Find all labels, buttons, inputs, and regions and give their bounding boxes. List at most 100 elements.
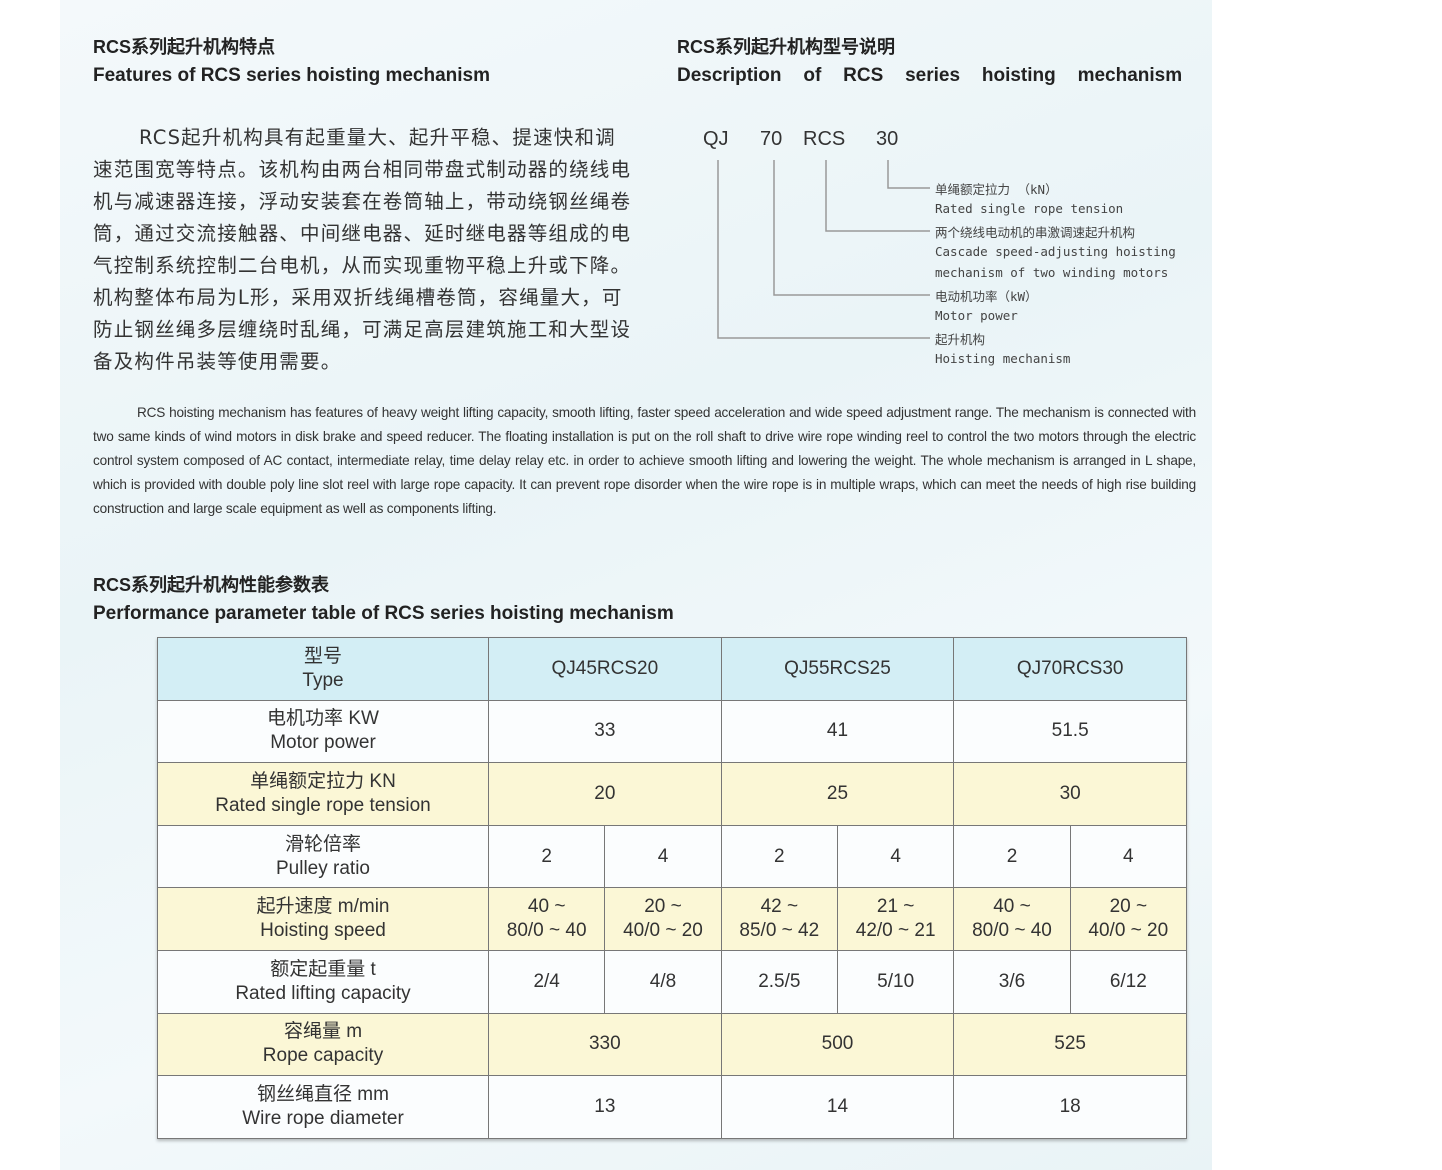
leader-line-tension (887, 160, 930, 189)
row-label: 钢丝绳直径 mm Wire rope diameter (157, 1075, 489, 1139)
label-qj-cn: 起升机构 (935, 332, 986, 347)
table-cell: 14 (720, 1075, 955, 1139)
table-row-lifting-capacity: 额定起重量 t Rated lifting capacity 2/4 4/8 2.… (157, 949, 1188, 1014)
label-en: Type (302, 669, 344, 691)
speed-line-2: 40/0 ~ 20 (1088, 920, 1169, 942)
code-part-power: 70 (760, 128, 783, 150)
speed-line-1: 40 ~ (993, 896, 1031, 918)
label-qj-en: Hoisting mechanism (935, 351, 1071, 366)
row-label: 额定起重量 t Rated lifting capacity (157, 949, 489, 1014)
table-cell: 6/12 (1069, 949, 1188, 1014)
table-cell: 4 (836, 824, 955, 889)
table-row-rope-tension: 单绳额定拉力 KN Rated single rope tension 20 25… (157, 762, 1187, 826)
table-cell: 2 (487, 824, 606, 889)
label-en: Motor power (270, 732, 376, 754)
speed-line-1: 40 ~ (527, 896, 566, 918)
speed-line-1: 20 ~ (1109, 896, 1148, 918)
label-en: Rope capacity (262, 1045, 384, 1067)
table-cell: 51.5 (953, 699, 1187, 764)
speed-line-2: 40/0 ~ 20 (623, 920, 703, 942)
header-model: QJ45RCS20 (488, 637, 722, 701)
label-cn: 电机功率 KW (267, 708, 379, 730)
label-en: Rated lifting capacity (235, 982, 411, 1004)
label-cn: 容绳量 m (283, 1021, 363, 1043)
features-title-en: Features of RCS series hoisting mechanis… (93, 65, 491, 86)
table-title-cn: RCS系列起升机构性能参数表 (93, 575, 330, 595)
label-cn: 滑轮倍率 (284, 833, 361, 855)
label-power-en: Motor power (935, 308, 1018, 323)
table-cell: 2 (720, 824, 838, 889)
leader-line-qj (717, 160, 930, 339)
description-title-cn: RCS系列起升机构型号说明 (677, 37, 896, 57)
header-label: 型号 Type (157, 637, 489, 701)
label-cn: 起升速度 m/min (256, 896, 390, 918)
label-rcs-en-2: mechanism of two winding motors (935, 265, 1169, 280)
header-model: QJ55RCS25 (720, 637, 955, 701)
table-cell: 41 (720, 699, 955, 764)
label-en: Pulley ratio (276, 857, 370, 879)
speed-line-2: 85/0 ~ 42 (739, 920, 820, 942)
table-cell: 33 (488, 699, 722, 764)
table-cell: 4/8 (604, 949, 722, 1014)
label-cn: 额定起重量 t (270, 958, 376, 980)
performance-table: 型号 Type QJ45RCS20 QJ55RCS25 QJ70RCS30 电机功… (157, 637, 1188, 1139)
code-part-rcs: RCS (803, 128, 846, 150)
table-cell: 42 ~85/0 ~ 42 (720, 887, 838, 951)
table-cell: 20 ~40/0 ~ 20 (604, 887, 722, 951)
label-cn: 型号 (303, 645, 342, 667)
label-cn: 钢丝绳直径 mm (257, 1083, 389, 1105)
table-cell: 5/10 (836, 949, 955, 1014)
row-label: 单绳额定拉力 KN Rated single rope tension (157, 762, 489, 826)
table-cell: 4 (604, 824, 722, 889)
speed-line-2: 42/0 ~ 21 (855, 920, 936, 942)
speed-line-2: 80/0 ~ 40 (972, 920, 1052, 942)
table-cell: 20 ~40/0 ~ 20 (1069, 887, 1188, 951)
table-row-hoisting-speed: 起升速度 m/min Hoisting speed 40 ~80/0 ~ 40 2… (157, 887, 1188, 951)
table-cell: 3/6 (953, 949, 1071, 1014)
table-cell: 2/4 (487, 949, 606, 1014)
features-paragraph-en: RCS hoisting mechanism has features of h… (93, 405, 1196, 516)
row-label: 容绳量 m Rope capacity (157, 1012, 489, 1077)
table-row-wire-rope-diameter: 钢丝绳直径 mm Wire rope diameter 13 14 18 (157, 1075, 1187, 1139)
label-rcs-en-1: Cascade speed-adjusting hoisting (935, 244, 1176, 259)
row-label: 起升速度 m/min Hoisting speed (157, 887, 489, 951)
diagram-leader-lines (717, 160, 930, 339)
label-tension-en: Rated single rope tension (935, 201, 1124, 216)
table-cell: 20 (488, 762, 722, 826)
label-cn: 单绳额定拉力 KN (250, 770, 396, 792)
table-row-pulley-ratio: 滑轮倍率 Pulley ratio 2 4 2 4 2 4 (157, 824, 1188, 889)
row-label: 电机功率 KW Motor power (157, 699, 489, 764)
leader-line-rcs (825, 160, 930, 232)
table-row-motor-power: 电机功率 KW Motor power 33 41 51.5 (157, 699, 1187, 764)
label-en: Rated single rope tension (215, 794, 431, 816)
table-cell: 2 (953, 824, 1071, 889)
table-cell: 18 (953, 1075, 1187, 1139)
leader-line-power (773, 160, 930, 296)
description-title-en: Description of RCS series hoisting mecha… (677, 65, 1183, 86)
speed-line-1: 21 ~ (876, 896, 915, 918)
table-cell: 525 (953, 1012, 1187, 1077)
table-cell: 21 ~42/0 ~ 21 (836, 887, 955, 951)
table-cell: 13 (488, 1075, 722, 1139)
label-en: Wire rope diameter (242, 1107, 404, 1129)
row-label: 滑轮倍率 Pulley ratio (157, 824, 489, 889)
speed-line-1: 20 ~ (644, 896, 682, 918)
table-row-rope-capacity: 容绳量 m Rope capacity 330 500 525 (157, 1012, 1187, 1077)
label-power-cn: 电动机功率（kW） (935, 289, 1038, 304)
label-en: Hoisting speed (260, 920, 386, 942)
table-cell: 2.5/5 (720, 949, 838, 1014)
table-title-en: Performance parameter table of RCS serie… (93, 603, 674, 624)
table-cell: 25 (720, 762, 955, 826)
code-part-qj: QJ (703, 128, 729, 150)
speed-line-1: 42 ~ (760, 896, 799, 918)
features-title-cn: RCS系列起升机构特点 (93, 37, 276, 57)
features-paragraph-cn: RCS起升机构具有起重量大、起升平稳、提速快和调速范围宽等特点。该机构由两台相同… (93, 126, 632, 373)
label-tension-cn: 单绳额定拉力 （kN） (935, 182, 1058, 197)
code-part-tension: 30 (876, 128, 899, 150)
table-cell: 40 ~80/0 ~ 40 (487, 887, 606, 951)
header-model: QJ70RCS30 (953, 637, 1187, 701)
table-header-row: 型号 Type QJ45RCS20 QJ55RCS25 QJ70RCS30 (157, 637, 1187, 701)
speed-line-2: 80/0 ~ 40 (506, 920, 587, 942)
table-cell: 4 (1069, 824, 1188, 889)
label-rcs-cn: 两个绕线电动机的串激调速起升机构 (935, 225, 1136, 240)
